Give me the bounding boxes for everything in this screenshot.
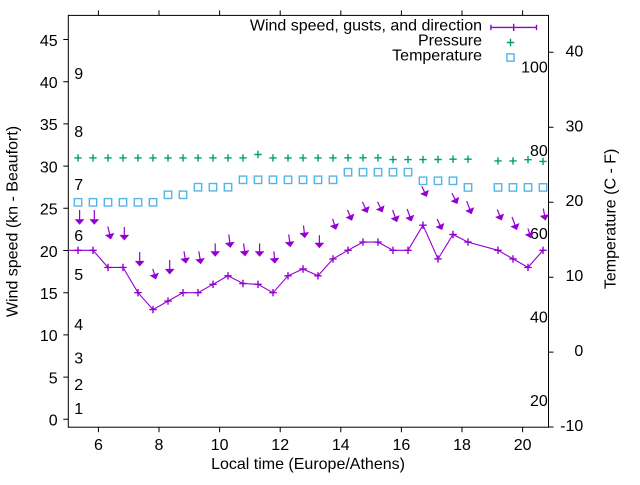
svg-text:25: 25 <box>40 202 58 219</box>
svg-text:30: 30 <box>40 159 58 176</box>
svg-text:20: 20 <box>566 193 584 210</box>
svg-text:0: 0 <box>49 413 58 430</box>
svg-text:16: 16 <box>393 437 411 454</box>
svg-text:5: 5 <box>74 267 83 284</box>
svg-text:7: 7 <box>74 177 83 194</box>
svg-text:Wind speed, gusts, and directi: Wind speed, gusts, and direction <box>250 18 482 35</box>
svg-text:Local time (Europe/Athens): Local time (Europe/Athens) <box>211 456 405 473</box>
svg-text:10: 10 <box>566 268 584 285</box>
svg-text:Temperature (C - F): Temperature (C - F) <box>603 149 620 289</box>
svg-text:3: 3 <box>74 350 83 367</box>
svg-text:1: 1 <box>74 401 83 418</box>
svg-text:45: 45 <box>40 33 58 50</box>
svg-text:20: 20 <box>530 393 548 410</box>
svg-text:30: 30 <box>566 118 584 135</box>
svg-text:100: 100 <box>521 60 548 77</box>
svg-text:0: 0 <box>574 343 583 360</box>
svg-text:20: 20 <box>514 437 532 454</box>
svg-text:40: 40 <box>40 75 58 92</box>
svg-text:5: 5 <box>49 370 58 387</box>
svg-text:6: 6 <box>74 228 83 245</box>
svg-text:35: 35 <box>40 117 58 134</box>
svg-text:8: 8 <box>155 437 164 454</box>
svg-text:10: 10 <box>40 328 58 345</box>
svg-text:9: 9 <box>74 66 83 83</box>
svg-text:6: 6 <box>94 437 103 454</box>
svg-text:14: 14 <box>332 437 350 454</box>
svg-text:8: 8 <box>74 124 83 141</box>
svg-text:2: 2 <box>74 377 83 394</box>
svg-text:Temperature: Temperature <box>392 48 482 65</box>
svg-text:10: 10 <box>211 437 229 454</box>
svg-text:40: 40 <box>530 310 548 327</box>
svg-text:80: 80 <box>530 143 548 160</box>
svg-text:12: 12 <box>271 437 289 454</box>
svg-text:15: 15 <box>40 286 58 303</box>
svg-text:18: 18 <box>453 437 471 454</box>
svg-text:60: 60 <box>530 226 548 243</box>
svg-text:40: 40 <box>566 43 584 60</box>
svg-text:20: 20 <box>40 244 58 261</box>
svg-text:4: 4 <box>74 317 83 334</box>
svg-text:Pressure: Pressure <box>418 33 482 50</box>
svg-text:-10: -10 <box>560 418 583 435</box>
svg-text:Wind speed (kn - Beaufort): Wind speed (kn - Beaufort) <box>4 126 21 317</box>
